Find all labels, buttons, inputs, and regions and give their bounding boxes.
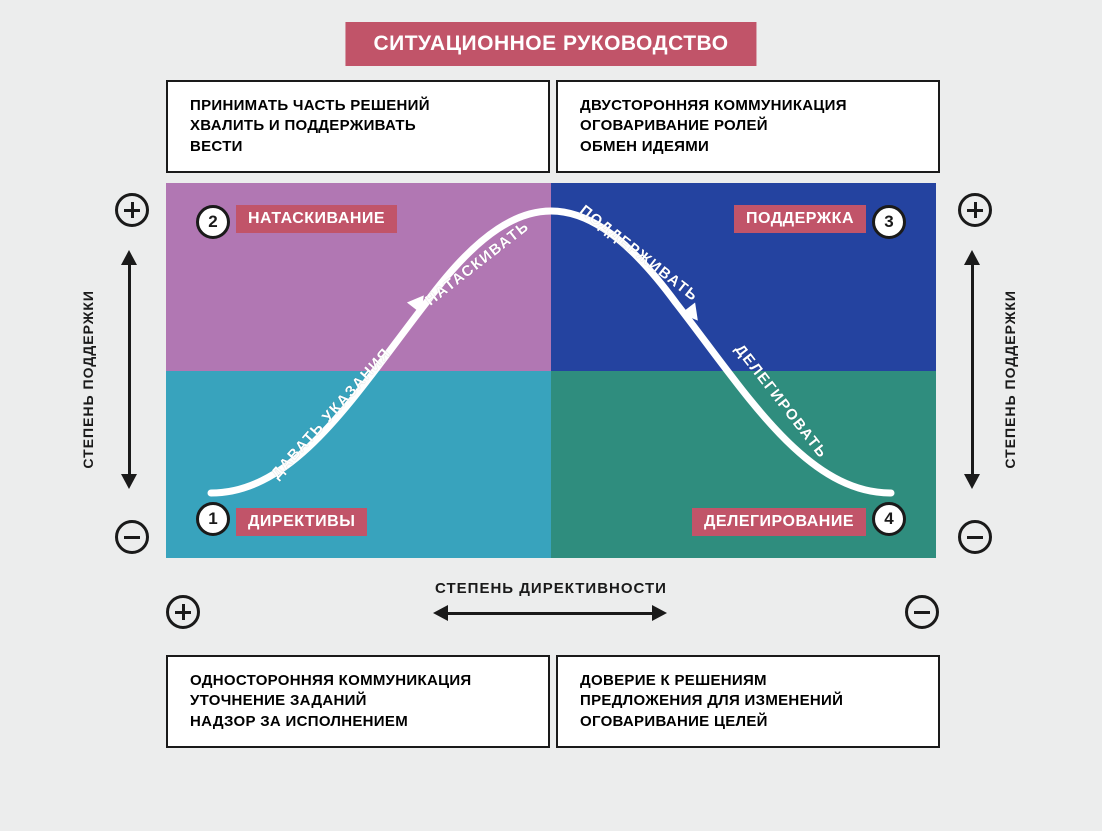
info-line: ДОВЕРИЕ К РЕШЕНИЯМ xyxy=(580,671,916,691)
double-arrow-vertical-icon xyxy=(971,262,974,477)
info-line: ОГОВАРИВАНИЕ ЦЕЛЕЙ xyxy=(580,712,916,732)
plus-icon xyxy=(115,193,149,227)
info-box-top-left: ПРИНИМАТЬ ЧАСТЬ РЕШЕНИЙ ХВАЛИТЬ И ПОДДЕР… xyxy=(166,80,550,173)
info-line: ОДНОСТОРОННЯЯ КОММУНИКАЦИЯ xyxy=(190,671,526,691)
quadrant-number: 1 xyxy=(196,502,230,536)
quadrant-label: ДЕЛЕГИРОВАНИЕ xyxy=(692,508,866,536)
info-box-bottom-right: ДОВЕРИЕ К РЕШЕНИЯМ ПРЕДЛОЖЕНИЯ ДЛЯ ИЗМЕН… xyxy=(556,655,940,748)
quadrant-label: НАТАСКИВАНИЕ xyxy=(236,205,397,233)
info-line: ПРЕДЛОЖЕНИЯ ДЛЯ ИЗМЕНЕНИЙ xyxy=(580,691,916,711)
info-line: ПРИНИМАТЬ ЧАСТЬ РЕШЕНИЙ xyxy=(190,96,526,116)
double-arrow-vertical-icon xyxy=(128,262,131,477)
quadrant-grid: 2 НАТАСКИВАНИЕ ПОДДЕРЖКА 3 1 ДИРЕКТИВЫ Д… xyxy=(166,183,936,558)
quadrant-label: ДИРЕКТИВЫ xyxy=(236,508,367,536)
info-line: ХВАЛИТЬ И ПОДДЕРЖИВАТЬ xyxy=(190,116,526,136)
info-line: ДВУСТОРОННЯЯ КОММУНИКАЦИЯ xyxy=(580,96,916,116)
minus-icon xyxy=(115,520,149,554)
quadrant-label: ПОДДЕРЖКА xyxy=(734,205,866,233)
plus-icon xyxy=(958,193,992,227)
info-box-bottom-left: ОДНОСТОРОННЯЯ КОММУНИКАЦИЯ УТОЧНЕНИЕ ЗАД… xyxy=(166,655,550,748)
quadrant-number: 4 xyxy=(872,502,906,536)
plus-icon xyxy=(166,595,200,629)
minus-icon xyxy=(958,520,992,554)
y-axis-label-left: СТЕПЕНЬ ПОДДЕРЖКИ xyxy=(80,290,96,469)
quadrant-number: 3 xyxy=(872,205,906,239)
info-box-top-right: ДВУСТОРОННЯЯ КОММУНИКАЦИЯ ОГОВАРИВАНИЕ Р… xyxy=(556,80,940,173)
info-line: ОБМЕН ИДЕЯМИ xyxy=(580,137,916,157)
info-line: НАДЗОР ЗА ИСПОЛНЕНИЕМ xyxy=(190,712,526,732)
quadrant-number: 2 xyxy=(196,205,230,239)
double-arrow-horizontal-icon xyxy=(445,612,655,615)
info-line: ВЕСТИ xyxy=(190,137,526,157)
y-axis-label-right: СТЕПЕНЬ ПОДДЕРЖКИ xyxy=(1002,290,1018,469)
minus-icon xyxy=(905,595,939,629)
page-title: СИТУАЦИОННОЕ РУКОВОДСТВО xyxy=(345,22,756,66)
x-axis-label: СТЕПЕНЬ ДИРЕКТИВНОСТИ xyxy=(435,580,667,597)
info-line: УТОЧНЕНИЕ ЗАДАНИЙ xyxy=(190,691,526,711)
info-line: ОГОВАРИВАНИЕ РОЛЕЙ xyxy=(580,116,916,136)
